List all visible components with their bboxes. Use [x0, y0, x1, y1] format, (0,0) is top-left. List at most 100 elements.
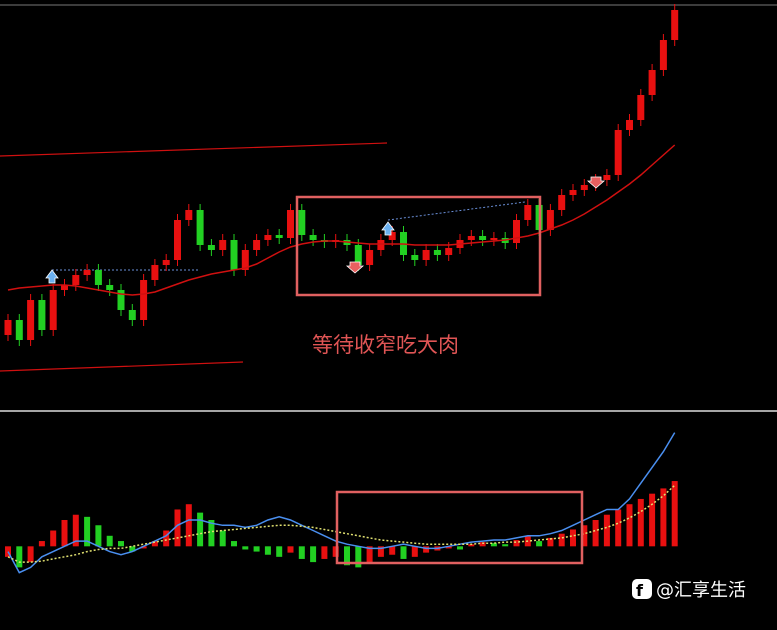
channel-upper [0, 142, 388, 157]
candle-body [15, 320, 23, 340]
candle-body [287, 210, 294, 238]
candle-body [275, 235, 283, 238]
macd-bar [185, 504, 192, 547]
macd-bar [637, 498, 644, 547]
candle-body [354, 245, 362, 265]
candle-body [151, 265, 159, 280]
sell-arrow [345, 261, 365, 274]
macd-bar [84, 516, 91, 547]
macd-bar [219, 530, 226, 547]
channel-lower [0, 361, 244, 372]
indicator-line [7, 432, 676, 574]
macd-bar [129, 546, 136, 552]
candle-body [162, 260, 170, 265]
candle-body [264, 235, 272, 240]
macd-bar [603, 514, 610, 547]
macd-bar [366, 546, 373, 563]
macd-bar [355, 546, 362, 568]
macd-bar [344, 546, 350, 566]
macd-bar [151, 541, 158, 547]
buy-arrow [381, 221, 395, 236]
candle-body [117, 290, 125, 310]
candle-body [128, 310, 136, 320]
macd-bar [298, 546, 305, 559]
candle-body [253, 240, 261, 250]
macd-bar [581, 525, 588, 547]
macd-bar [253, 546, 260, 552]
macd-bar [16, 546, 23, 568]
candle-body [603, 175, 611, 180]
macd-bar [502, 544, 509, 547]
macd-bar [649, 493, 656, 547]
macd-bar [570, 529, 576, 547]
macd-bar [197, 512, 204, 547]
macd-bar [174, 509, 181, 547]
macd-bar [310, 546, 317, 563]
macd-bar [72, 514, 79, 547]
candle-body [241, 250, 249, 270]
candle-body [569, 190, 577, 195]
candle-body [94, 270, 102, 285]
indicator-line [7, 144, 676, 296]
watermark: @汇享生活 [656, 580, 746, 601]
candle-body [4, 320, 12, 335]
candle-body [422, 250, 430, 260]
macd-bar [61, 520, 68, 547]
candle-body [72, 275, 80, 285]
macd-bar [163, 530, 170, 547]
sell-arrow [586, 176, 606, 189]
candle-body [659, 40, 667, 70]
macd-bar [400, 546, 407, 559]
candle-body [196, 210, 204, 245]
candle-body [49, 290, 57, 330]
macd-bar [208, 520, 215, 547]
candle-body [83, 270, 91, 275]
candle-body [388, 232, 396, 240]
macd-bar [27, 546, 34, 563]
candle-body [230, 240, 238, 270]
candle-body [411, 255, 419, 260]
macd-bar [242, 546, 249, 550]
dotted-line [387, 201, 526, 221]
candle-body [490, 238, 498, 240]
macd-bar [457, 546, 463, 550]
candle-body [671, 10, 679, 40]
macd-bar [140, 546, 147, 549]
candle-body [479, 236, 487, 240]
logo-glyph: f [636, 581, 644, 600]
candle-body [185, 210, 193, 220]
macd-bar [547, 537, 554, 547]
candle-body [558, 195, 566, 210]
macd-bar [377, 546, 384, 557]
candle-body [27, 300, 35, 340]
macd-bar [5, 546, 11, 557]
candle-body [61, 285, 68, 290]
macd-bar [276, 546, 283, 557]
macd-bar [38, 541, 45, 547]
buy-arrow [45, 269, 59, 284]
candle-body [546, 210, 554, 230]
candle-body [433, 250, 441, 255]
candle-body [524, 205, 532, 220]
candle-body [140, 280, 148, 320]
candle-body [38, 300, 46, 330]
macd-bar [50, 530, 57, 547]
macd-bar [423, 546, 430, 553]
highlight-box [335, 490, 584, 565]
candle-body [298, 210, 306, 235]
indicator-line [7, 484, 676, 563]
macd-bar [287, 546, 294, 553]
macd-bar [592, 520, 599, 547]
macd-bar [118, 541, 124, 547]
macd-bar [231, 541, 237, 547]
candle-body [626, 120, 633, 130]
macd-bar [490, 543, 497, 547]
candle-body [207, 245, 215, 250]
macd-bar [445, 546, 452, 549]
macd-bar [671, 481, 678, 547]
macd-bar [660, 488, 667, 547]
macd-bar [536, 541, 543, 547]
candle-body [219, 240, 227, 250]
annotation: 等待收窄吃大肉 [312, 333, 459, 357]
